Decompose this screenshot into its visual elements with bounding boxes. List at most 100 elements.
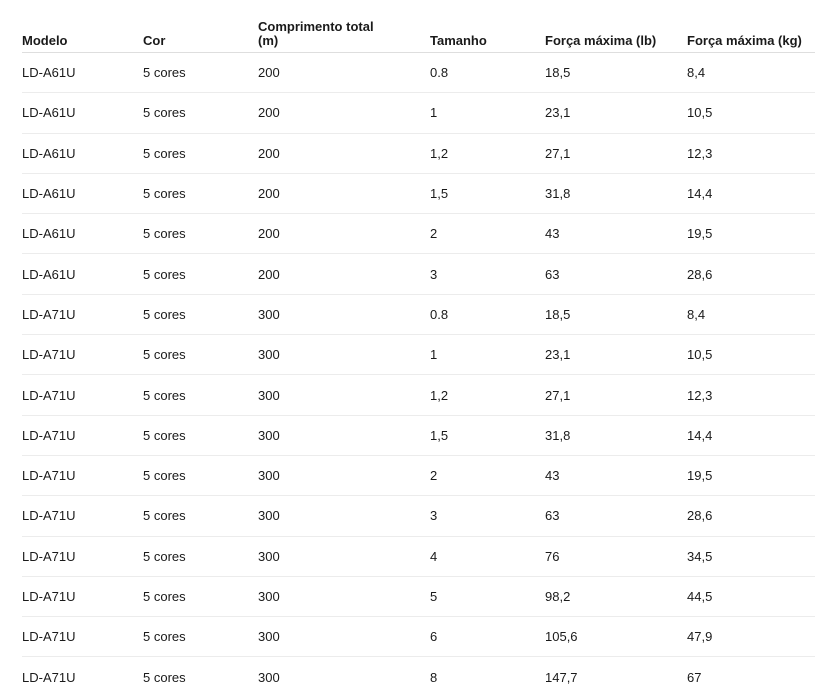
cell-comprimento: 300 [258, 495, 430, 537]
cell-cor: 5 cores [143, 334, 258, 376]
cell-forca-kg: 12,3 [687, 133, 815, 174]
cell-comprimento: 300 [258, 576, 430, 618]
header-forca-lb: Força máxima (lb) [545, 10, 687, 53]
cell-cor: 5 cores [143, 616, 258, 658]
cell-tamanho: 4 [430, 536, 545, 577]
cell-tamanho: 1 [430, 92, 545, 134]
cell-forca-lb: 147,7 [545, 669, 578, 685]
cell-forca-kg: 10,5 [687, 334, 815, 376]
cell-cor: 5 cores [143, 536, 258, 577]
cell-forca-kg: 14,4 [687, 173, 815, 215]
cell-forca-kg: 44,5 [687, 576, 815, 618]
cell-forca-kg: 10,5 [687, 92, 815, 134]
cell-cor: 5 cores [143, 495, 258, 537]
cell-forca-lb: 76 [545, 536, 687, 577]
cell-modelo: LD-A61U [22, 133, 143, 174]
table-row: LD-A61U 5 cores 200 3 63 28,6 [22, 253, 815, 295]
cell-forca-kg: 67 [687, 669, 702, 685]
cell-tamanho: 0.8 [430, 52, 545, 94]
cell-forca-kg: 19,5 [687, 455, 815, 497]
cell-forca-lb: 63 [545, 253, 687, 295]
cell-tamanho: 3 [430, 253, 545, 295]
table-row: LD-A61U 5 cores 200 1,5 31,8 14,4 [22, 173, 815, 215]
cell-forca-kg: 28,6 [687, 495, 815, 537]
cell-forca-lb: 43 [545, 455, 687, 497]
cell-modelo: LD-A61U [22, 92, 143, 134]
cell-cor: 5 cores [143, 415, 258, 456]
table-row: LD-A71U 5 cores 300 0.8 18,5 8,4 [22, 294, 815, 336]
cell-tamanho: 1,5 [430, 415, 545, 456]
cell-cor: 5 cores [143, 253, 258, 295]
cell-cor: 5 cores [143, 669, 186, 685]
cell-tamanho: 8 [430, 669, 438, 685]
cell-modelo: LD-A71U [22, 669, 76, 685]
cell-modelo: LD-A61U [22, 173, 143, 215]
cell-tamanho: 1,2 [430, 374, 545, 416]
header-tamanho: Tamanho [430, 10, 545, 53]
cell-cor: 5 cores [143, 133, 258, 174]
cell-forca-kg: 19,5 [687, 213, 815, 255]
cell-comprimento: 300 [258, 616, 430, 658]
cell-comprimento: 300 [258, 536, 430, 577]
cell-comprimento: 200 [258, 253, 430, 295]
cell-tamanho: 3 [430, 495, 545, 537]
cell-forca-kg: 34,5 [687, 536, 815, 577]
cell-modelo: LD-A71U [22, 536, 143, 577]
cell-forca-kg: 8,4 [687, 52, 815, 94]
table-row: LD-A71U 5 cores 300 1,5 31,8 14,4 [22, 415, 815, 456]
cell-modelo: LD-A71U [22, 495, 143, 537]
table-row: LD-A71U 5 cores 300 8 147,7 67 [22, 657, 815, 697]
cell-modelo: LD-A71U [22, 616, 143, 658]
header-row: Modelo Cor Comprimento total (m) Tamanho… [22, 10, 815, 53]
cell-tamanho: 6 [430, 616, 545, 658]
cell-cor: 5 cores [143, 173, 258, 215]
cell-comprimento: 300 [258, 334, 430, 376]
cell-modelo: LD-A71U [22, 374, 143, 416]
cell-comprimento: 300 [258, 294, 430, 336]
cell-forca-lb: 18,5 [545, 294, 687, 336]
cell-tamanho: 2 [430, 213, 545, 255]
table-row: LD-A61U 5 cores 200 1,2 27,1 12,3 [22, 133, 815, 174]
cell-forca-kg: 8,4 [687, 294, 815, 336]
cell-forca-lb: 43 [545, 213, 687, 255]
cell-forca-lb: 23,1 [545, 92, 687, 134]
cell-forca-kg: 12,3 [687, 374, 815, 416]
cell-cor: 5 cores [143, 455, 258, 497]
cell-modelo: LD-A61U [22, 253, 143, 295]
header-comprimento: Comprimento total (m) [258, 10, 430, 53]
cell-modelo: LD-A71U [22, 294, 143, 336]
cell-modelo: LD-A61U [22, 52, 143, 94]
cell-comprimento: 300 [258, 415, 430, 456]
cell-cor: 5 cores [143, 294, 258, 336]
cell-forca-lb: 63 [545, 495, 687, 537]
cell-forca-lb: 98,2 [545, 576, 687, 618]
cell-modelo: LD-A71U [22, 455, 143, 497]
cell-cor: 5 cores [143, 576, 258, 618]
cell-tamanho: 0.8 [430, 294, 545, 336]
cell-forca-kg: 47,9 [687, 616, 815, 658]
header-cor: Cor [143, 10, 258, 53]
cell-comprimento: 300 [258, 669, 280, 685]
table-row: LD-A61U 5 cores 200 0.8 18,5 8,4 [22, 52, 815, 94]
cell-cor: 5 cores [143, 92, 258, 134]
specs-table: Modelo Cor Comprimento total (m) Tamanho… [22, 10, 815, 697]
cell-comprimento: 200 [258, 173, 430, 215]
cell-forca-lb: 18,5 [545, 52, 687, 94]
table-row: LD-A71U 5 cores 300 1 23,1 10,5 [22, 334, 815, 376]
cell-comprimento: 200 [258, 92, 430, 134]
cell-tamanho: 2 [430, 455, 545, 497]
table-row: LD-A71U 5 cores 300 4 76 34,5 [22, 536, 815, 577]
cell-comprimento: 200 [258, 52, 430, 94]
cell-modelo: LD-A71U [22, 415, 143, 456]
cell-forca-kg: 28,6 [687, 253, 815, 295]
header-modelo: Modelo [22, 10, 143, 53]
cell-modelo: LD-A61U [22, 213, 143, 255]
cell-tamanho: 5 [430, 576, 545, 618]
cell-comprimento: 300 [258, 455, 430, 497]
table-row: LD-A71U 5 cores 300 3 63 28,6 [22, 495, 815, 537]
cell-modelo: LD-A71U [22, 334, 143, 376]
cell-tamanho: 1 [430, 334, 545, 376]
cell-forca-lb: 27,1 [545, 133, 687, 174]
table-row: LD-A71U 5 cores 300 5 98,2 44,5 [22, 576, 815, 618]
cell-comprimento: 200 [258, 133, 430, 174]
